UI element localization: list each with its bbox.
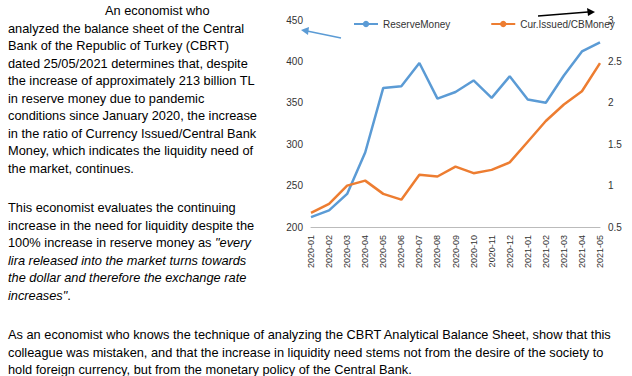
svg-text:2021-03: 2021-03	[559, 235, 569, 268]
html-text:As an economist who knows the: As an economist who knows the technique …	[8, 327, 611, 376]
svg-text:2020-04: 2020-04	[360, 235, 370, 268]
svg-text:Cur.Issued/CBMoney: Cur.Issued/CBMoney	[520, 19, 615, 30]
svg-text:2.5: 2.5	[608, 56, 622, 67]
svg-text:2021-01: 2021-01	[523, 235, 533, 268]
svg-text:2021-02: 2021-02	[541, 235, 551, 268]
svg-text:2: 2	[608, 97, 614, 108]
svg-text:450: 450	[286, 15, 303, 26]
svg-text:2020-03: 2020-03	[342, 235, 352, 268]
svg-text:2020-09: 2020-09	[451, 235, 461, 268]
svg-text:2020-02: 2020-02	[324, 235, 334, 268]
html-text:An economist who analyzed the: An economist who analyzed the balance sh…	[8, 3, 257, 176]
svg-text:2020-10: 2020-10	[469, 235, 479, 268]
svg-text:2020-11: 2020-11	[487, 235, 497, 267]
svg-text:1: 1	[608, 180, 614, 191]
svg-text:2020-07: 2020-07	[414, 235, 424, 268]
svg-text:2020-08: 2020-08	[432, 235, 442, 268]
svg-text:2020-12: 2020-12	[505, 235, 515, 268]
svg-text:ReserveMoney: ReserveMoney	[383, 19, 450, 30]
svg-text:2021-05: 2021-05	[595, 235, 605, 268]
svg-text:350: 350	[286, 97, 303, 108]
svg-text:2021-04: 2021-04	[577, 235, 587, 268]
svg-text:250: 250	[286, 180, 303, 191]
svg-text:400: 400	[286, 56, 303, 67]
svg-text:2020-05: 2020-05	[378, 235, 388, 268]
svg-text:1.5: 1.5	[608, 139, 622, 150]
svg-text:2020-06: 2020-06	[396, 235, 406, 268]
svg-text:0.5: 0.5	[608, 222, 622, 233]
html-text:This economist evaluates the c: This economist evaluates the continuing …	[8, 200, 255, 303]
svg-text:300: 300	[286, 139, 303, 150]
svg-text:2020-01: 2020-01	[306, 235, 316, 268]
svg-text:200: 200	[286, 222, 303, 233]
